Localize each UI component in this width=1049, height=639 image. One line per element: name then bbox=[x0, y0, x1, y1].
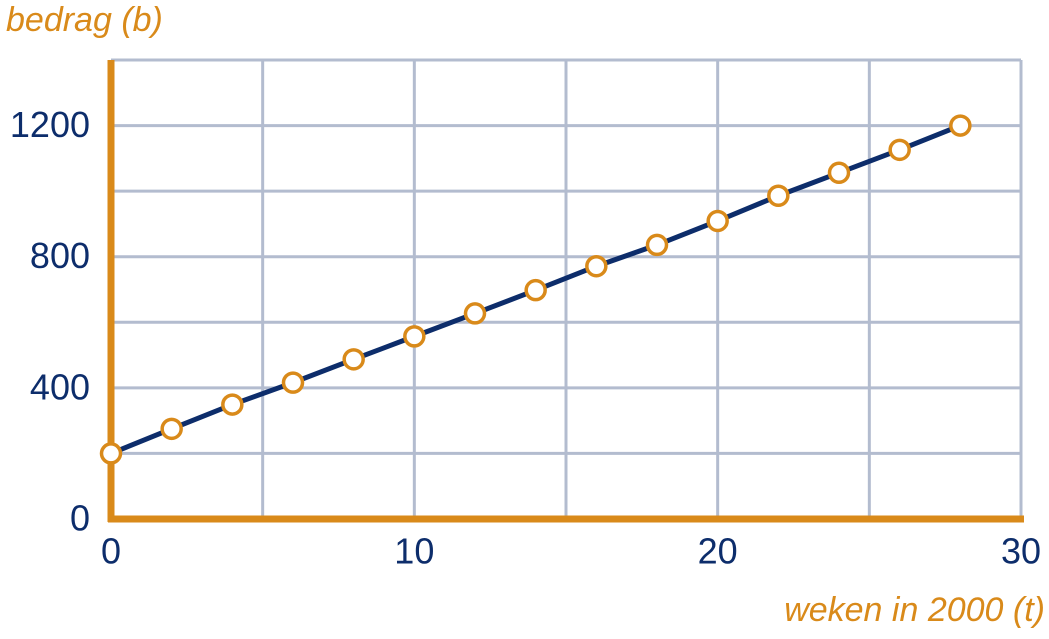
data-point bbox=[949, 114, 972, 137]
data-point bbox=[524, 278, 547, 302]
x-tick-label: 10 bbox=[394, 531, 434, 572]
y-tick-label: 800 bbox=[30, 235, 90, 276]
data-point bbox=[342, 348, 365, 371]
x-tick-label: 30 bbox=[1001, 531, 1041, 572]
y-axis-title: bedrag (b) bbox=[6, 1, 163, 39]
x-tick-label: 20 bbox=[698, 531, 738, 572]
data-point bbox=[99, 442, 123, 465]
y-tick-label: 0 bbox=[70, 498, 90, 539]
data-point bbox=[645, 233, 669, 257]
data-point bbox=[281, 371, 305, 394]
data-point bbox=[827, 161, 851, 185]
data-point bbox=[767, 184, 790, 207]
data-point bbox=[888, 138, 911, 162]
x-axis-title: weken in 2000 (t) bbox=[784, 591, 1045, 629]
y-tick-label: 1200 bbox=[10, 104, 90, 145]
data-point bbox=[706, 209, 729, 233]
data-point bbox=[403, 325, 426, 348]
data-point bbox=[160, 417, 183, 441]
x-tick-label: 0 bbox=[101, 531, 121, 572]
data-point bbox=[585, 254, 608, 278]
data-point bbox=[221, 393, 244, 416]
data-point bbox=[463, 302, 487, 325]
y-tick-label: 400 bbox=[30, 366, 90, 407]
